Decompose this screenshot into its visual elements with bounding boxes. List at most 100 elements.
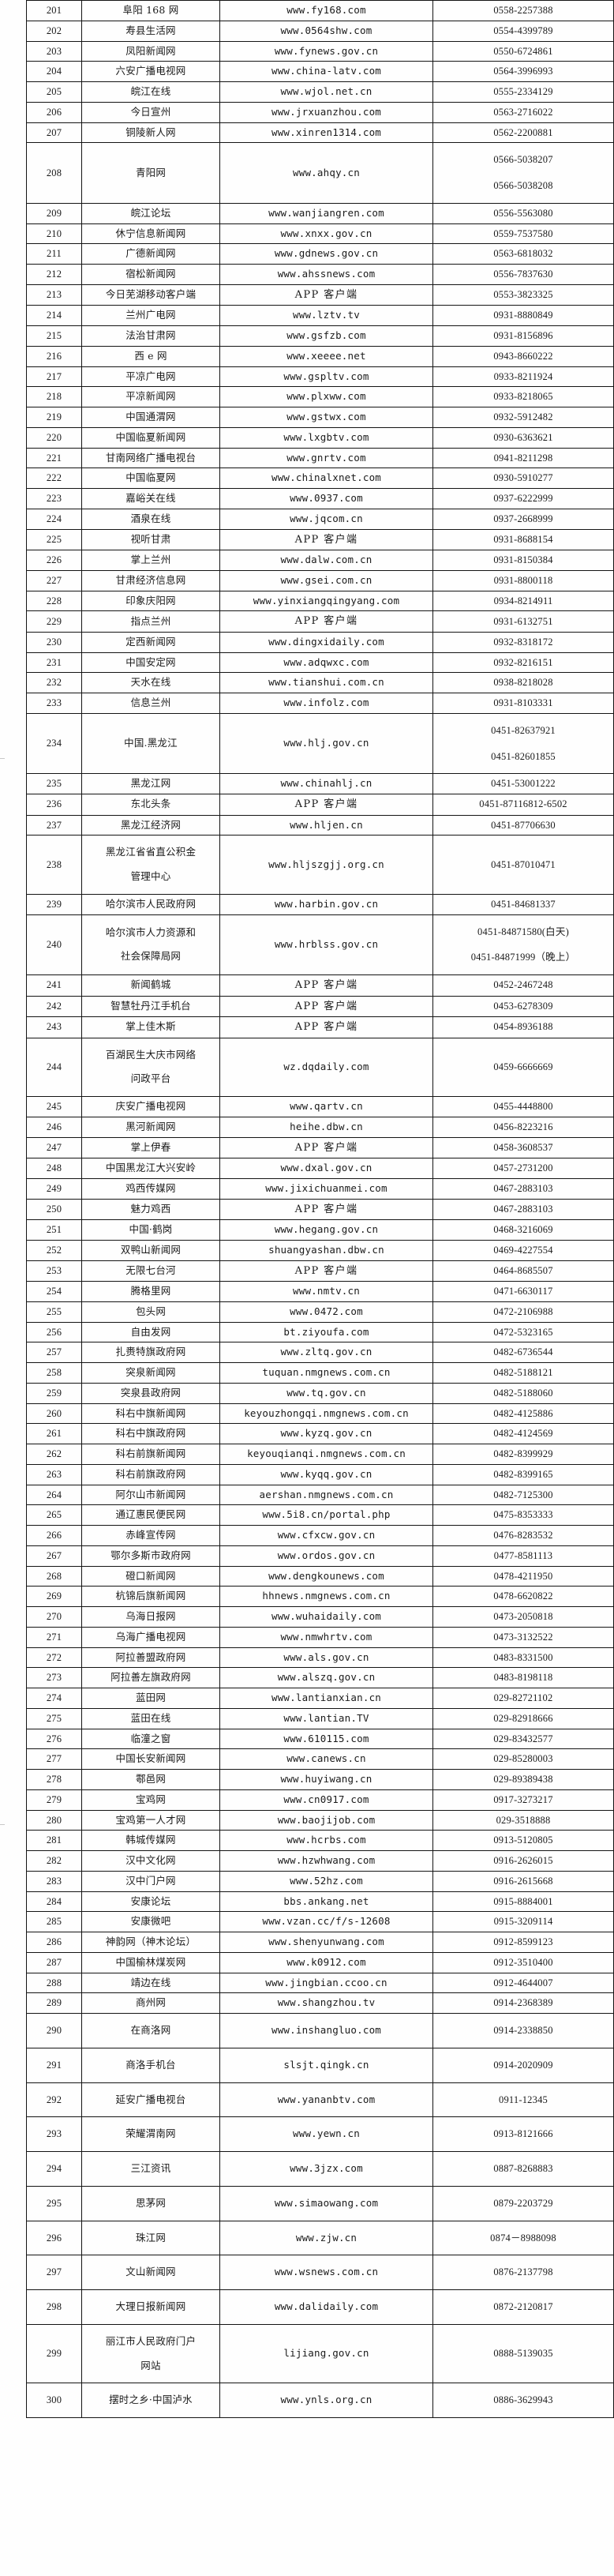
- site-url-cell[interactable]: www.lantian.TV: [219, 1707, 433, 1729]
- contact-phone-cell: 0563-6818032: [432, 243, 614, 265]
- site-url-cell[interactable]: www.k0912.com: [219, 1951, 433, 1973]
- site-url-cell[interactable]: www.xinren1314.com: [219, 122, 433, 144]
- site-url-cell[interactable]: www.gsei.com.cn: [219, 569, 433, 591]
- site-url-cell[interactable]: www.dalidaily.com: [219, 2289, 433, 2325]
- site-url-cell[interactable]: www.xnxx.gov.cn: [219, 223, 433, 245]
- site-url-cell[interactable]: www.lantianxian.cn: [219, 1688, 433, 1709]
- site-url-cell[interactable]: www.hljen.cn: [219, 814, 433, 836]
- site-url-cell[interactable]: www.ahssnews.com: [219, 264, 433, 285]
- site-url-cell[interactable]: www.vzan.cc/f/s-12608: [219, 1911, 433, 1932]
- site-url-cell[interactable]: www.als.gov.cn: [219, 1647, 433, 1669]
- site-url-cell[interactable]: bbs.ankang.net: [219, 1891, 433, 1913]
- site-url-cell[interactable]: www.cfxcw.gov.cn: [219, 1525, 433, 1546]
- site-url-cell[interactable]: www.harbin.gov.cn: [219, 893, 433, 915]
- site-url-cell[interactable]: bt.ziyoufa.com: [219, 1321, 433, 1343]
- contact-phone-line: 0566-5038208: [493, 180, 553, 191]
- site-url-cell[interactable]: www.5i8.cn/portal.php: [219, 1504, 433, 1526]
- contact-phone-cell: 0916-2615668: [432, 1870, 614, 1892]
- site-url-cell[interactable]: www.huyiwang.cn: [219, 1769, 433, 1790]
- site-url-cell[interactable]: www.qartv.cn: [219, 1096, 433, 1117]
- site-url-cell[interactable]: lijiang.gov.cn: [219, 2323, 433, 2384]
- site-url-cell[interactable]: www.baojijob.com: [219, 1809, 433, 1831]
- site-url-cell[interactable]: www.zltq.gov.cn: [219, 1342, 433, 1363]
- site-url-cell[interactable]: slsjt.qingk.cn: [219, 2047, 433, 2083]
- site-url-cell[interactable]: www.wuhaidaily.com: [219, 1606, 433, 1628]
- site-url-cell[interactable]: www.xeeee.net: [219, 345, 433, 367]
- row-index-cell: 248: [26, 1158, 82, 1179]
- site-url-cell[interactable]: www.chinahlj.cn: [219, 773, 433, 794]
- contact-phone-line: 0876-2137798: [493, 2266, 553, 2278]
- site-url-cell[interactable]: www.tq.gov.cn: [219, 1382, 433, 1404]
- site-url-cell[interactable]: www.gdnews.gov.cn: [219, 243, 433, 265]
- site-url-cell[interactable]: www.inshangluo.com: [219, 2013, 433, 2048]
- site-url-cell[interactable]: www.dalw.com.cn: [219, 550, 433, 571]
- site-url-cell[interactable]: www.fynews.gov.cn: [219, 40, 433, 62]
- site-url-cell[interactable]: www.jqcom.cn: [219, 508, 433, 530]
- site-url-cell[interactable]: www.kyzq.gov.cn: [219, 1423, 433, 1444]
- site-url-cell[interactable]: www.ynls.org.cn: [219, 2383, 433, 2418]
- site-url-cell[interactable]: www.lxgbtv.com: [219, 426, 433, 449]
- site-url-cell[interactable]: www.nmwhrtv.com: [219, 1626, 433, 1648]
- site-url-cell[interactable]: shuangyashan.dbw.cn: [219, 1239, 433, 1261]
- site-url-cell[interactable]: www.jingbian.ccoo.cn: [219, 1972, 433, 1994]
- site-url-cell[interactable]: www.shangzhou.tv: [219, 1992, 433, 2014]
- site-url-cell[interactable]: www.0472.com: [219, 1301, 433, 1323]
- site-url-cell[interactable]: www.0564shw.com: [219, 20, 433, 42]
- site-url-cell[interactable]: www.wanjiangren.com: [219, 202, 433, 224]
- site-url-cell[interactable]: www.52hz.com: [219, 1870, 433, 1892]
- site-url-cell[interactable]: hhnews.nmgnews.com.cn: [219, 1586, 433, 1607]
- site-url-cell[interactable]: www.hcrbs.com: [219, 1830, 433, 1851]
- site-url-cell[interactable]: www.chinalxnet.com: [219, 468, 433, 489]
- site-url-cell[interactable]: www.610115.com: [219, 1728, 433, 1750]
- site-url-cell[interactable]: www.jrxuanzhou.com: [219, 101, 433, 123]
- site-url-cell[interactable]: www.cn0917.com: [219, 1789, 433, 1811]
- contact-phone-cell: 0482-8399929: [432, 1444, 614, 1465]
- site-url-cell[interactable]: wz.dqdaily.com: [219, 1037, 433, 1097]
- site-url-cell[interactable]: www.fy168.com: [219, 0, 433, 21]
- site-url-cell[interactable]: aershan.nmgnews.com.cn: [219, 1484, 433, 1506]
- site-url-cell[interactable]: www.alszq.gov.cn: [219, 1667, 433, 1688]
- row-index-cell: 233: [26, 693, 82, 714]
- site-url-cell[interactable]: www.lztv.tv: [219, 305, 433, 326]
- site-url-cell[interactable]: www.gsfzb.com: [219, 325, 433, 347]
- contact-phone-cell: 0933-8218065: [432, 386, 614, 407]
- site-url-cell[interactable]: www.simaowang.com: [219, 2185, 433, 2221]
- site-url-cell[interactable]: keyouzhongqi.nmgnews.com.cn: [219, 1403, 433, 1425]
- site-url-cell[interactable]: keyouqianqi.nmgnews.com.cn: [219, 1444, 433, 1465]
- site-url-cell[interactable]: www.yinxiangqingyang.com: [219, 590, 433, 612]
- site-url-cell[interactable]: www.nmtv.cn: [219, 1281, 433, 1302]
- site-url-cell[interactable]: www.hljszgjj.org.cn: [219, 835, 433, 895]
- site-url-cell[interactable]: www.ahqy.cn: [219, 142, 433, 204]
- site-url-cell[interactable]: www.gstwx.com: [219, 407, 433, 428]
- site-url-cell[interactable]: www.dxal.gov.cn: [219, 1158, 433, 1179]
- site-url-cell[interactable]: www.zjw.cn: [219, 2220, 433, 2256]
- site-url-cell[interactable]: www.china-latv.com: [219, 61, 433, 82]
- site-url-cell[interactable]: www.gnrtv.com: [219, 447, 433, 469]
- site-url-cell[interactable]: www.shenyunwang.com: [219, 1932, 433, 1953]
- site-url-cell[interactable]: www.hlj.gov.cn: [219, 712, 433, 775]
- site-url-cell[interactable]: heihe.dbw.cn: [219, 1116, 433, 1138]
- site-url-cell[interactable]: www.jixichuanmei.com: [219, 1177, 433, 1200]
- site-url-cell[interactable]: www.hrblss.gov.cn: [219, 914, 433, 975]
- site-url-cell[interactable]: www.wjol.net.cn: [219, 81, 433, 103]
- site-url-cell[interactable]: www.0937.com: [219, 488, 433, 509]
- site-url-cell[interactable]: www.hzwhwang.com: [219, 1850, 433, 1872]
- site-url-cell[interactable]: www.3jzx.com: [219, 2151, 433, 2187]
- site-url-cell[interactable]: www.yananbtv.com: [219, 2082, 433, 2118]
- site-url-cell[interactable]: tuquan.nmgnews.com.cn: [219, 1362, 433, 1384]
- site-url-cell[interactable]: www.infolz.com: [219, 693, 433, 714]
- site-url-cell[interactable]: www.gspltv.com: [219, 366, 433, 388]
- site-url-cell[interactable]: www.plxww.com: [219, 386, 433, 407]
- site-url-cell[interactable]: www.adqwxc.com: [219, 652, 433, 674]
- contact-phone-cell: 0467-2883103: [432, 1177, 614, 1200]
- site-url-cell[interactable]: www.wsnews.com.cn: [219, 2255, 433, 2290]
- contact-phone-line: 0451-53001222: [491, 778, 556, 790]
- site-url-cell[interactable]: www.dingxidaily.com: [219, 631, 433, 653]
- site-url-cell[interactable]: www.dengkounews.com: [219, 1565, 433, 1587]
- site-url-cell[interactable]: www.tianshui.com.cn: [219, 672, 433, 693]
- site-url-cell[interactable]: www.yewn.cn: [219, 2116, 433, 2152]
- site-url-cell[interactable]: www.kyqq.gov.cn: [219, 1463, 433, 1485]
- site-url-cell[interactable]: www.hegang.gov.cn: [219, 1219, 433, 1241]
- site-url-cell[interactable]: www.canews.cn: [219, 1748, 433, 1770]
- site-url-cell[interactable]: www.ordos.gov.cn: [219, 1545, 433, 1567]
